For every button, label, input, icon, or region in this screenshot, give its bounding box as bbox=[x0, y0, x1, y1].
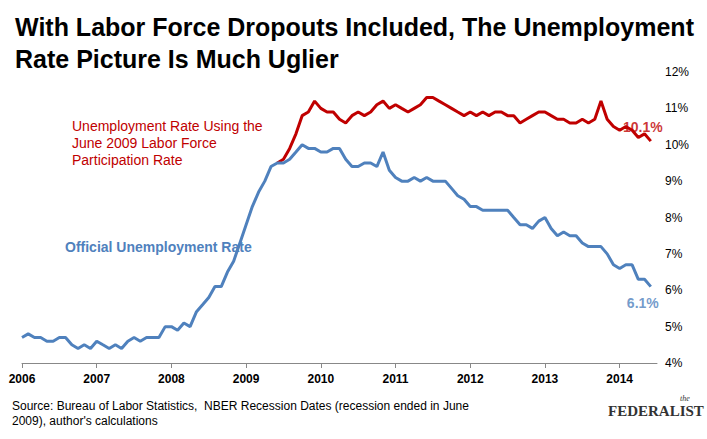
svg-text:10%: 10% bbox=[665, 138, 689, 152]
svg-text:12%: 12% bbox=[665, 65, 689, 79]
svg-text:2008: 2008 bbox=[158, 372, 185, 386]
svg-text:2013: 2013 bbox=[532, 372, 559, 386]
svg-text:2011: 2011 bbox=[383, 372, 409, 386]
svg-text:2014: 2014 bbox=[606, 372, 633, 386]
svg-text:2006: 2006 bbox=[9, 372, 36, 386]
svg-text:10.1%: 10.1% bbox=[623, 119, 663, 135]
svg-text:2009), author's calculations: 2009), author's calculations bbox=[12, 414, 158, 428]
svg-text:Source: Bureau of Labor Statis: Source: Bureau of Labor Statistics, NBER… bbox=[12, 399, 472, 413]
svg-text:Unemployment Rate Using the: Unemployment Rate Using the bbox=[72, 118, 267, 134]
svg-text:7%: 7% bbox=[665, 247, 683, 261]
svg-text:8%: 8% bbox=[665, 211, 683, 225]
svg-text:2010: 2010 bbox=[307, 372, 334, 386]
svg-text:FEDERALIST: FEDERALIST bbox=[608, 403, 704, 419]
svg-text:11%: 11% bbox=[665, 101, 688, 115]
svg-text:5%: 5% bbox=[665, 320, 683, 334]
svg-text:4%: 4% bbox=[665, 356, 683, 370]
svg-text:Participation Rate: Participation Rate bbox=[72, 152, 183, 168]
svg-text:2012: 2012 bbox=[457, 372, 484, 386]
svg-text:Official Unemployment Rate: Official Unemployment Rate bbox=[65, 239, 252, 255]
svg-text:2007: 2007 bbox=[83, 372, 110, 386]
svg-text:2009: 2009 bbox=[233, 372, 260, 386]
svg-text:9%: 9% bbox=[665, 174, 683, 188]
svg-text:Rate Picture Is Much Uglier: Rate Picture Is Much Uglier bbox=[15, 45, 339, 73]
svg-text:June 2009 Labor Force: June 2009 Labor Force bbox=[72, 135, 221, 151]
svg-text:6%: 6% bbox=[665, 283, 683, 297]
svg-text:With Labor Force Dropouts Incl: With Labor Force Dropouts Included, The … bbox=[15, 13, 701, 41]
svg-text:the: the bbox=[680, 394, 690, 403]
svg-text:6.1%: 6.1% bbox=[627, 295, 659, 311]
